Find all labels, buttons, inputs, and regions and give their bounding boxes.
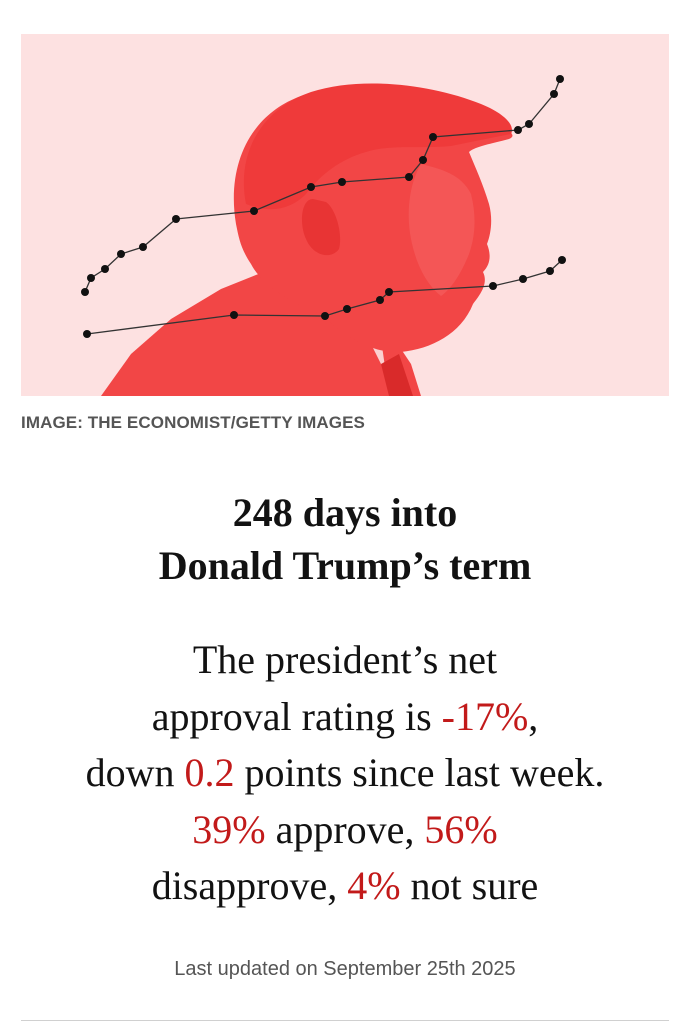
hero-image (21, 34, 669, 396)
headline-line-1: 248 days into (232, 490, 458, 535)
summary-text: , (528, 693, 539, 739)
disapproval-line (86, 259, 563, 335)
headline-line-2: Donald Trump’s term (158, 543, 532, 588)
summary-text: points since last week. (234, 750, 605, 795)
last-updated: Last updated on September 25th 2025 (174, 958, 516, 980)
disapprove-value: 56% (424, 806, 498, 852)
summary-line-2: approval rating is -17%, (0, 689, 690, 746)
not-sure-value: 4% (347, 863, 401, 908)
tie-shape (381, 354, 413, 396)
trump-illustration (101, 83, 513, 396)
divider (21, 1020, 669, 1021)
summary-line-4: 39% approve, 56% (0, 802, 690, 859)
poll-lines-overlay (81, 75, 566, 338)
summary-line-3: down 0.2 points since last week. (0, 745, 690, 802)
summary-text: The president’s net (192, 637, 498, 682)
hair-shape (243, 83, 512, 210)
approve-value: 39% (192, 806, 266, 852)
summary-line-5: disapprove, 4% not sure (0, 858, 690, 915)
approval-line (84, 78, 561, 293)
disapproval-points (83, 256, 566, 338)
ear-shape (301, 199, 341, 256)
weekly-change-value: 0.2 (184, 750, 235, 795)
net-approval-value: -17% (441, 693, 529, 739)
summary-text: disapprove, (151, 863, 348, 908)
approval-summary: The president’s net approval rating is -… (0, 632, 690, 915)
page-headline: 248 days into Donald Trump’s term (0, 486, 690, 592)
summary-text: approve, (265, 806, 425, 852)
summary-text: down (85, 750, 185, 795)
image-credit: IMAGE: THE ECONOMIST/GETTY IMAGES (21, 413, 365, 432)
summary-line-1: The president’s net (0, 632, 690, 689)
summary-text: approval rating is (151, 693, 442, 739)
face-shading (408, 164, 475, 296)
approval-points (81, 75, 564, 296)
summary-text: not sure (400, 863, 539, 908)
